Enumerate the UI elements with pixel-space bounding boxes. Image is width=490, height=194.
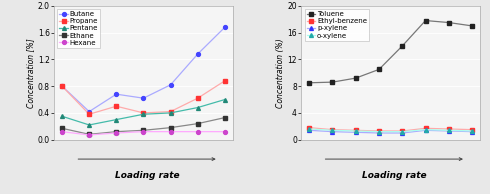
p-xylene <box>446 130 452 132</box>
p-xylene <box>330 131 336 133</box>
Butane <box>222 26 228 28</box>
Ethane <box>113 131 119 133</box>
Ethyl-benzene <box>469 128 475 131</box>
Line: Butane: Butane <box>60 25 227 113</box>
Ethyl-benzene <box>353 129 359 132</box>
Toluene <box>446 21 452 24</box>
Propane <box>86 113 92 115</box>
Butane <box>59 85 65 87</box>
p-xylene <box>353 131 359 133</box>
Legend: Butane, Propane, Pentane, Ethane, Hexane: Butane, Propane, Pentane, Ethane, Hexane <box>57 9 100 48</box>
Legend: Toluene, Ethyl-benzene, p-xylene, o-xylene: Toluene, Ethyl-benzene, p-xylene, o-xyle… <box>305 9 369 41</box>
Line: Ethyl-benzene: Ethyl-benzene <box>307 126 474 133</box>
Propane <box>113 105 119 107</box>
Butane <box>86 110 92 113</box>
Propane <box>59 85 65 87</box>
Ethane <box>222 116 228 119</box>
Ethane <box>141 129 147 132</box>
Hexane <box>113 132 119 134</box>
o-xylene <box>399 131 405 133</box>
p-xylene <box>469 131 475 133</box>
o-xylene <box>330 129 336 132</box>
Line: o-xylene: o-xylene <box>307 127 474 134</box>
Toluene <box>353 77 359 79</box>
Toluene <box>422 19 428 22</box>
Hexane <box>59 131 65 133</box>
Ethyl-benzene <box>399 130 405 132</box>
Pentane <box>195 106 201 109</box>
Line: Toluene: Toluene <box>307 19 474 85</box>
p-xylene <box>422 129 428 132</box>
Hexane <box>141 131 147 133</box>
Ethyl-benzene <box>330 128 336 131</box>
Pentane <box>86 124 92 126</box>
o-xylene <box>376 131 382 133</box>
Toluene <box>469 25 475 27</box>
Y-axis label: Concentration (%): Concentration (%) <box>275 38 285 108</box>
Ethyl-benzene <box>446 128 452 130</box>
p-xylene <box>399 132 405 134</box>
Y-axis label: Concentration [%]: Concentration [%] <box>26 38 35 108</box>
Text: Loading rate: Loading rate <box>115 171 179 180</box>
Pentane <box>113 118 119 121</box>
Ethyl-benzene <box>376 130 382 132</box>
Propane <box>222 80 228 82</box>
Ethyl-benzene <box>306 126 312 129</box>
Butane <box>113 93 119 95</box>
Toluene <box>330 81 336 83</box>
Ethane <box>168 126 173 129</box>
Ethyl-benzene <box>422 127 428 129</box>
Ethane <box>195 122 201 125</box>
Propane <box>195 97 201 99</box>
Pentane <box>59 115 65 117</box>
o-xylene <box>446 129 452 132</box>
Line: Hexane: Hexane <box>60 130 227 137</box>
o-xylene <box>353 130 359 132</box>
Butane <box>195 53 201 55</box>
Propane <box>168 110 173 113</box>
Line: Pentane: Pentane <box>60 98 227 127</box>
Hexane <box>168 131 173 133</box>
Butane <box>141 97 147 99</box>
p-xylene <box>376 132 382 134</box>
Pentane <box>168 112 173 114</box>
Hexane <box>222 131 228 133</box>
Line: Ethane: Ethane <box>60 116 227 136</box>
Line: p-xylene: p-xylene <box>307 128 474 135</box>
Ethane <box>59 127 65 129</box>
Butane <box>168 84 173 86</box>
Propane <box>141 112 147 114</box>
Toluene <box>306 82 312 84</box>
Text: Loading rate: Loading rate <box>362 171 426 180</box>
Ethane <box>86 133 92 135</box>
o-xylene <box>422 128 428 131</box>
Pentane <box>222 98 228 101</box>
Hexane <box>86 134 92 136</box>
Toluene <box>376 68 382 71</box>
o-xylene <box>469 130 475 132</box>
Toluene <box>399 45 405 47</box>
Pentane <box>141 113 147 115</box>
p-xylene <box>306 129 312 132</box>
o-xylene <box>306 128 312 130</box>
Line: Propane: Propane <box>60 79 227 116</box>
Hexane <box>195 131 201 133</box>
